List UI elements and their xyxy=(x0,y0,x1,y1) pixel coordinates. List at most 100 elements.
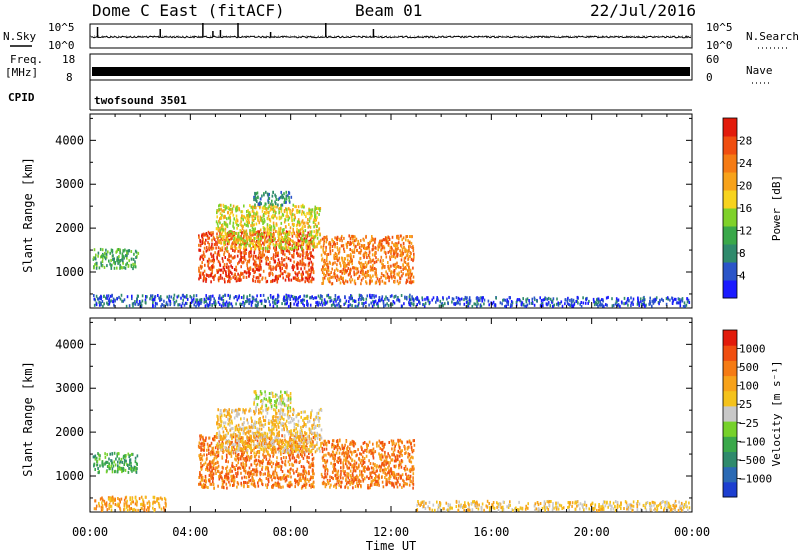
data-cell xyxy=(240,481,242,485)
data-cell xyxy=(209,482,212,486)
data-cell xyxy=(316,206,319,210)
data-cell xyxy=(252,205,255,209)
data-cell xyxy=(323,241,325,245)
data-cell xyxy=(326,253,328,256)
data-cell xyxy=(214,438,216,442)
data-cell xyxy=(393,252,396,256)
data-cell xyxy=(308,437,311,441)
data-cell xyxy=(340,244,343,248)
data-cell xyxy=(410,298,412,302)
data-cell xyxy=(264,211,266,214)
data-cell xyxy=(348,234,350,238)
data-cell xyxy=(311,240,314,244)
data-cell xyxy=(302,473,304,477)
data-cell xyxy=(274,469,276,473)
data-cell xyxy=(292,227,294,231)
data-cell xyxy=(320,253,323,257)
data-cell xyxy=(296,263,298,267)
data-cell xyxy=(360,261,363,265)
data-cell xyxy=(311,409,313,413)
data-cell xyxy=(665,302,668,306)
data-cell xyxy=(198,266,200,270)
data-cell xyxy=(313,445,316,449)
data-cell xyxy=(102,462,104,466)
data-cell xyxy=(270,447,272,451)
data-cell xyxy=(219,217,221,221)
data-cell xyxy=(126,251,128,255)
data-cell xyxy=(255,421,258,424)
data-cell xyxy=(256,264,258,267)
data-cell xyxy=(263,298,266,302)
data-cell xyxy=(265,299,267,303)
data-cell xyxy=(295,449,297,453)
data-cell xyxy=(593,303,596,307)
data-cell xyxy=(232,213,235,217)
data-cell xyxy=(283,209,286,212)
data-cell xyxy=(180,296,182,300)
data-cell xyxy=(269,438,272,442)
data-cell xyxy=(206,234,209,238)
data-cell xyxy=(253,198,255,202)
data-cell xyxy=(362,270,364,274)
data-cell xyxy=(254,203,256,207)
data-cell xyxy=(261,247,264,251)
data-cell xyxy=(379,244,381,248)
data-cell xyxy=(117,452,119,456)
data-cell xyxy=(263,214,265,218)
data-cell xyxy=(302,302,304,306)
data-cell xyxy=(259,473,262,477)
data-cell xyxy=(388,267,391,271)
data-cell xyxy=(302,435,305,439)
colorbar-tick-label: 16 xyxy=(739,202,752,215)
data-cell xyxy=(385,276,387,280)
data-cell xyxy=(229,435,232,439)
data-cell xyxy=(239,440,241,443)
data-cell xyxy=(308,419,311,423)
data-cell xyxy=(262,458,264,462)
data-cell xyxy=(222,430,225,434)
data-cell xyxy=(281,470,284,473)
data-cell xyxy=(375,271,377,275)
data-cell xyxy=(253,472,255,476)
data-cell xyxy=(409,235,411,238)
data-cell xyxy=(292,468,294,472)
data-cell xyxy=(129,458,131,462)
data-cell xyxy=(273,408,275,412)
data-cell xyxy=(300,445,303,449)
data-cell xyxy=(387,265,389,268)
data-cell xyxy=(114,470,116,474)
data-cell xyxy=(205,279,207,283)
data-cell xyxy=(237,296,240,300)
data-cell xyxy=(230,230,232,233)
data-cell xyxy=(213,435,216,439)
data-cell xyxy=(259,279,261,283)
data-cell xyxy=(409,268,412,272)
data-cell xyxy=(246,441,248,445)
data-cell xyxy=(686,300,689,304)
data-cell xyxy=(536,299,538,303)
data-cell xyxy=(235,247,238,250)
data-cell xyxy=(302,239,305,243)
data-cell xyxy=(652,301,655,305)
data-cell xyxy=(611,304,614,308)
data-cell xyxy=(400,294,403,297)
data-cell xyxy=(258,444,261,447)
data-cell xyxy=(593,300,595,304)
data-cell xyxy=(242,461,244,465)
data-cell xyxy=(393,269,395,273)
data-cell xyxy=(208,266,210,270)
data-cell xyxy=(378,296,381,300)
data-cell xyxy=(239,466,242,470)
data-cell xyxy=(222,265,225,269)
data-cell xyxy=(256,304,259,308)
data-cell xyxy=(324,261,327,265)
data-cell xyxy=(283,220,286,224)
data-cell xyxy=(256,232,259,236)
data-cell xyxy=(235,222,238,226)
data-cell xyxy=(110,299,112,303)
data-cell xyxy=(197,444,200,448)
data-cell xyxy=(245,216,247,220)
data-cell xyxy=(106,294,108,298)
data-cell xyxy=(262,253,264,257)
data-cell xyxy=(356,305,359,308)
